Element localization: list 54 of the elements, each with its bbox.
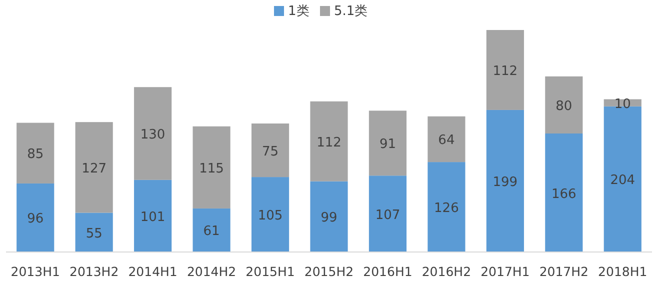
bar xyxy=(428,116,466,162)
data-label: 96 xyxy=(27,212,44,227)
data-label: 105 xyxy=(258,208,283,224)
bar xyxy=(545,76,583,134)
x-tick-label: 2017H2 xyxy=(539,264,588,279)
data-label: 130 xyxy=(140,128,166,143)
bar xyxy=(251,124,290,178)
x-tick-label: 2017H1 xyxy=(480,264,530,279)
bar xyxy=(545,134,583,252)
x-tick-label: 2013H2 xyxy=(70,264,119,279)
bar xyxy=(16,183,54,252)
bar xyxy=(134,87,172,180)
bar xyxy=(428,162,466,252)
data-label: 199 xyxy=(492,174,518,190)
bar xyxy=(486,30,524,110)
data-label: 204 xyxy=(610,173,636,188)
bar xyxy=(368,176,407,252)
data-label: 112 xyxy=(492,64,518,79)
data-label: 75 xyxy=(262,144,279,160)
legend-label: 1类 xyxy=(288,4,310,19)
data-label: 126 xyxy=(434,201,459,216)
data-label: 127 xyxy=(82,161,107,176)
x-tick-label: 2015H1 xyxy=(246,264,295,279)
bar xyxy=(310,101,348,182)
data-label: 99 xyxy=(320,210,338,226)
x-tick-label: 2016H1 xyxy=(363,264,412,279)
bar xyxy=(75,122,113,213)
x-tick-label: 2014H2 xyxy=(186,264,236,279)
x-tick-label: 2013H1 xyxy=(10,264,60,279)
bar xyxy=(251,177,290,252)
x-tick-label: 2018H1 xyxy=(598,264,648,279)
data-label: 55 xyxy=(86,226,102,242)
x-tick-label: 2014H1 xyxy=(128,264,178,279)
bar xyxy=(75,212,113,252)
data-label: 107 xyxy=(375,208,400,223)
bar xyxy=(192,208,230,252)
data-label: 85 xyxy=(27,147,44,162)
data-label: 61 xyxy=(203,224,220,240)
bar xyxy=(486,110,524,252)
data-label: 115 xyxy=(199,161,224,176)
bar xyxy=(192,126,230,208)
bar xyxy=(368,110,407,176)
x-tick-label: 2015H2 xyxy=(304,264,354,279)
bar xyxy=(310,181,348,252)
data-label: 112 xyxy=(316,135,342,150)
legend-label: 5.1类 xyxy=(334,4,368,19)
data-label: 80 xyxy=(556,98,572,114)
bar xyxy=(134,180,172,252)
data-label: 91 xyxy=(379,137,396,152)
bar xyxy=(16,122,54,184)
data-label: 101 xyxy=(140,210,166,225)
data-label: 166 xyxy=(551,186,576,202)
data-label: 64 xyxy=(438,133,455,148)
x-tick-label: 2016H2 xyxy=(422,264,472,279)
